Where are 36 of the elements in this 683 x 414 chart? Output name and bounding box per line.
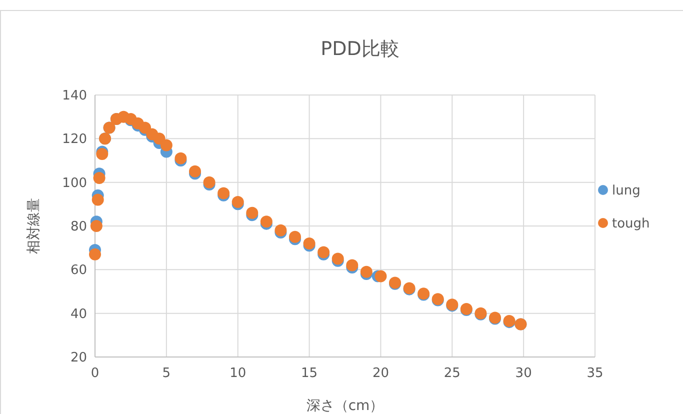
point [203,176,216,188]
y-tick-label: 140 [62,88,87,104]
point [153,132,166,145]
legend-label: lung [612,184,640,199]
x-tick-label: 35 [586,366,604,381]
y-tick-label: 40 [70,306,87,322]
x-tick-label: 5 [162,366,171,381]
x-tick-label: 25 [444,366,460,381]
x-tick-label: 30 [515,366,532,381]
x-tick-label: 20 [372,366,389,381]
y-tick-label: 60 [70,263,87,278]
point [360,266,372,278]
point [246,206,258,219]
chart-title: PDD比較 [320,38,400,60]
y-tick-label: 80 [70,220,87,235]
y-tick-label: 120 [62,132,87,148]
point [232,196,244,208]
x-tick-label: 15 [301,366,318,381]
point [174,152,187,164]
x-tick-label: 10 [230,366,246,381]
point [93,172,106,184]
point [274,224,287,236]
point [89,248,101,260]
y-tick-label: 20 [70,350,87,366]
point [90,220,102,232]
x-axis-title: 深さ（cm） [306,398,384,414]
point [289,230,301,243]
y-tick-label: 100 [62,176,87,191]
point [160,139,172,152]
point [92,194,104,206]
legend-label: tough [612,216,650,232]
point [303,237,316,250]
point [189,165,201,178]
y-axis-title: 相対線量 [26,198,42,254]
x-tick-label: 0 [90,366,100,381]
point [374,270,387,282]
